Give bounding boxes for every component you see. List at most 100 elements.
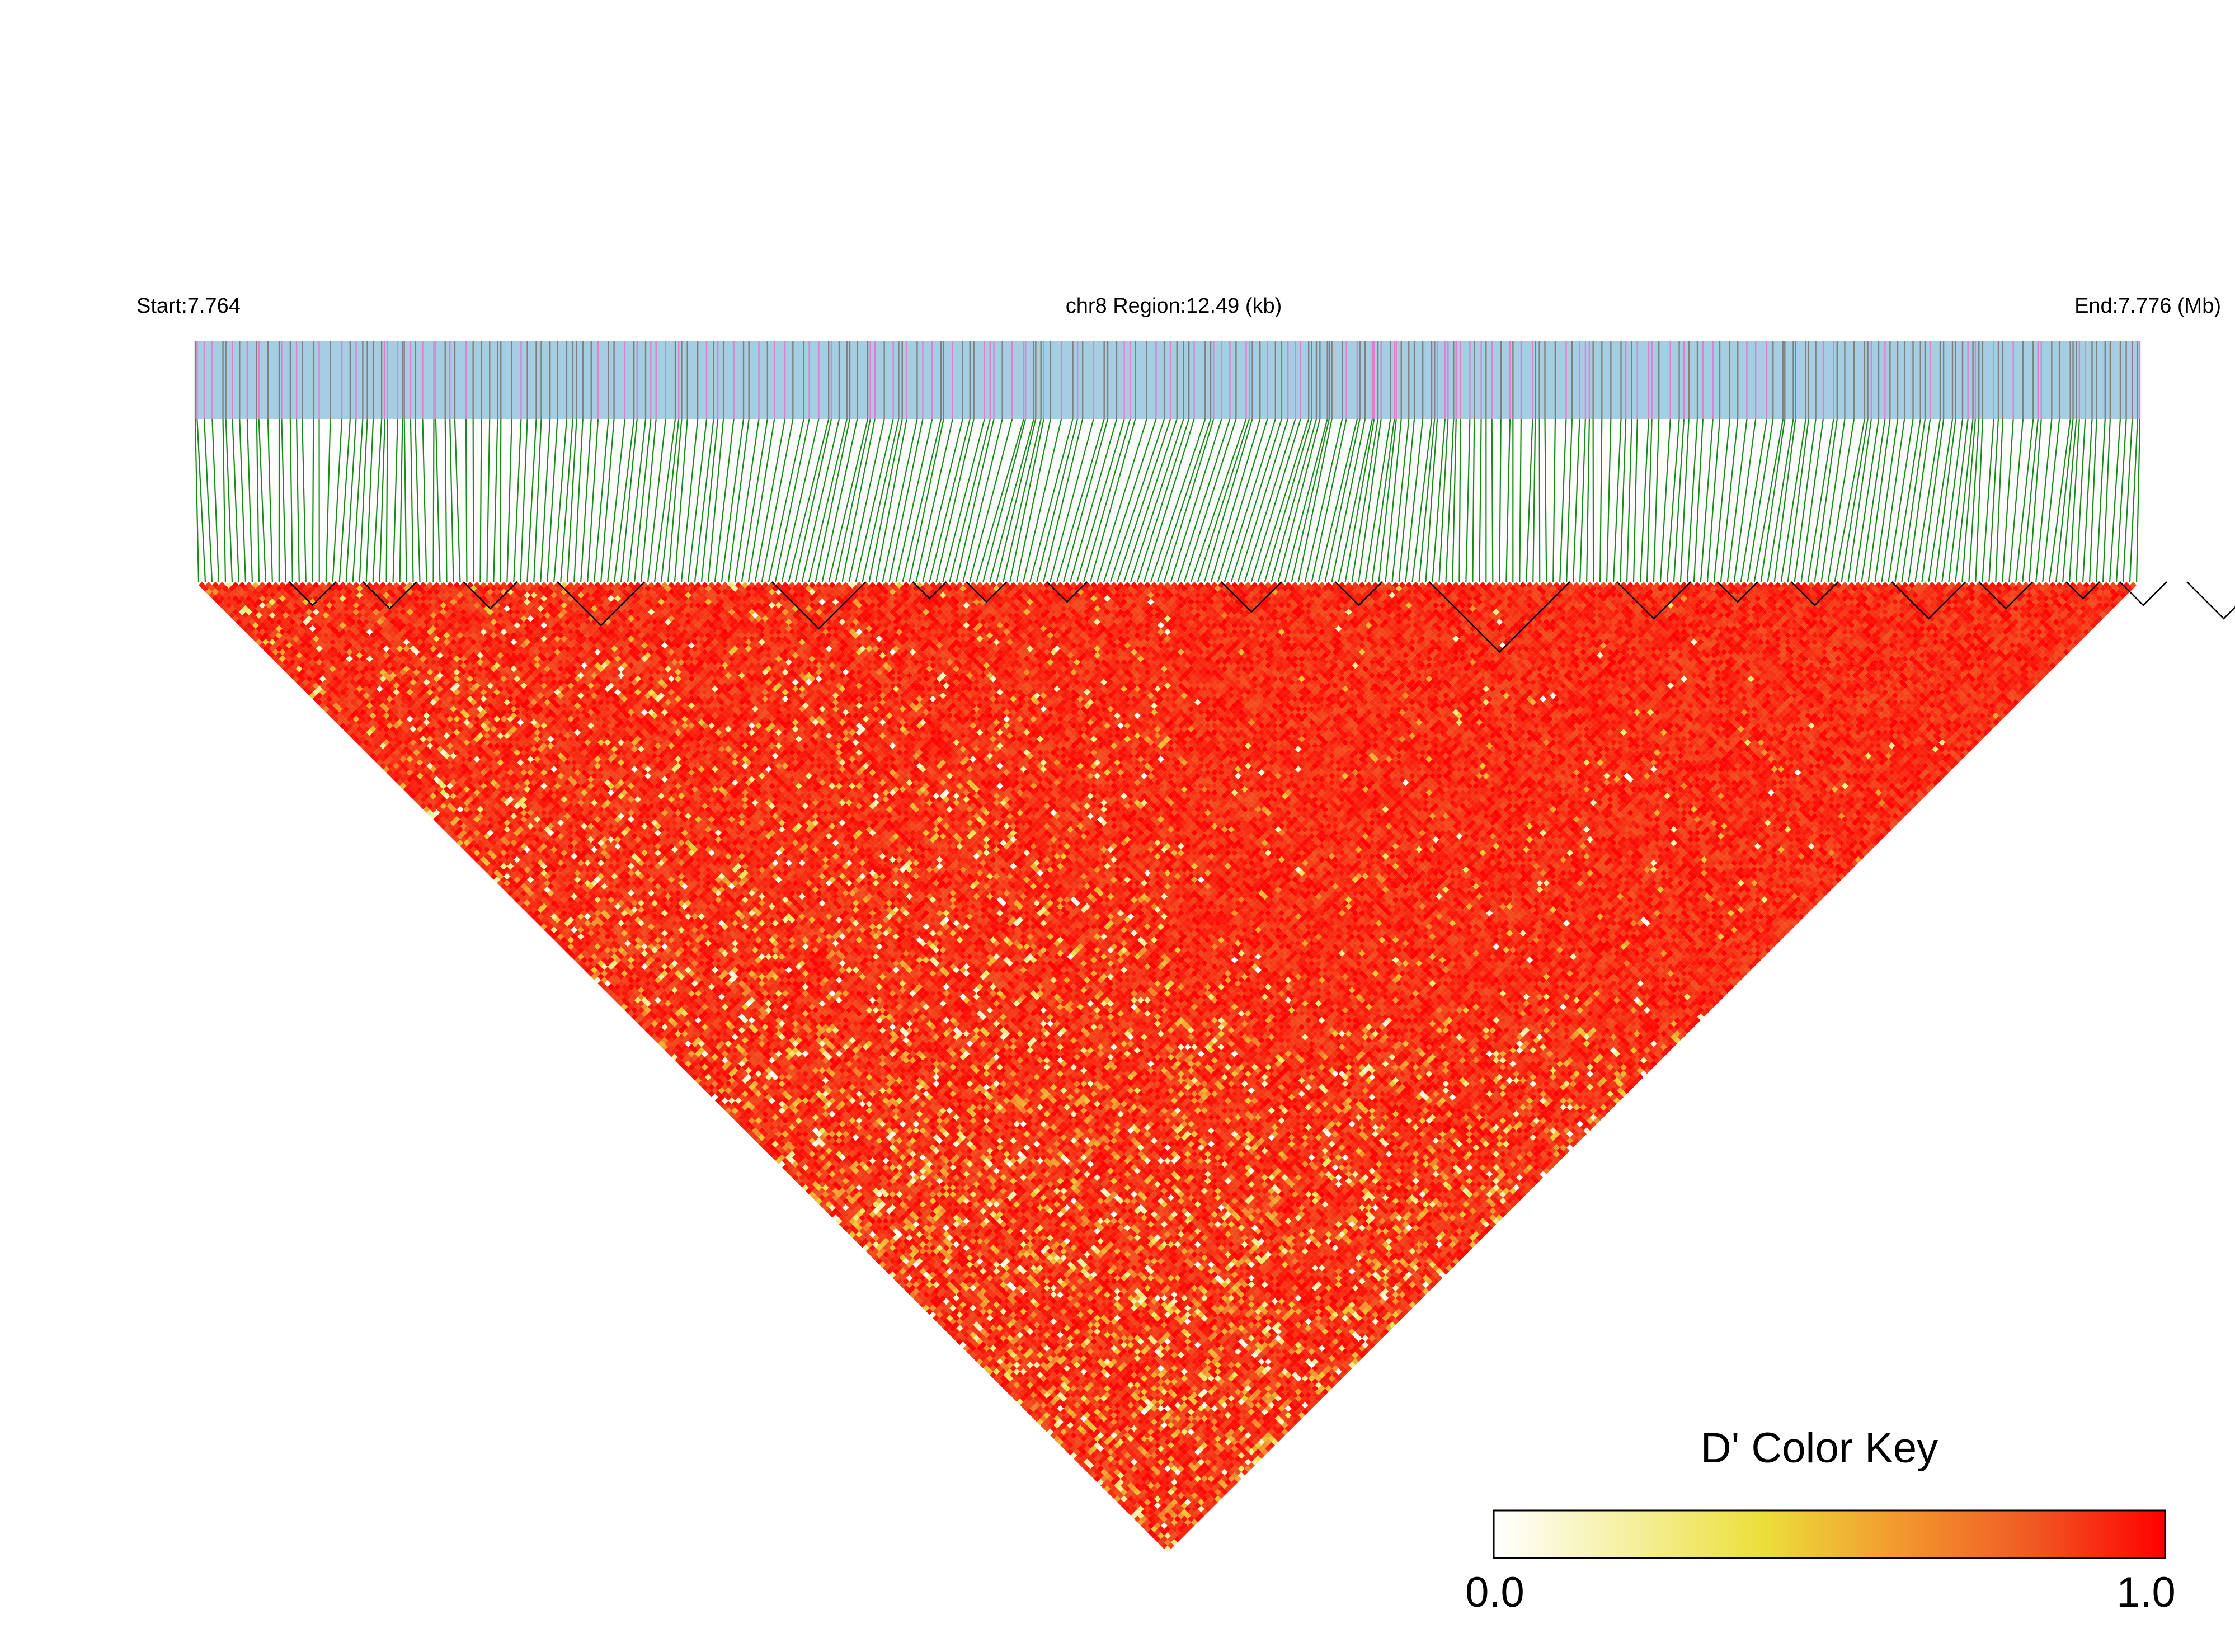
snp-connector <box>2015 418 2034 582</box>
ld-cell <box>262 645 269 652</box>
ld-cell <box>399 782 407 789</box>
snp-connector <box>754 418 786 582</box>
ld-cell <box>724 1107 732 1114</box>
ld-cell <box>564 947 571 954</box>
region-label: chr8 Region:12.49 (kb) <box>1066 294 1282 318</box>
ld-cell <box>235 618 242 625</box>
snp-connector <box>700 418 719 582</box>
ld-cell <box>618 1000 625 1007</box>
snp-connector <box>1203 418 1253 582</box>
snp-connector <box>694 418 714 582</box>
snp-connector <box>540 418 551 582</box>
ld-cell <box>205 588 212 595</box>
ld-cell <box>302 685 309 693</box>
snp-connector <box>1043 418 1084 582</box>
snp-connector <box>1190 418 1247 582</box>
ld-cell <box>282 665 289 672</box>
snp-connector <box>1914 418 1941 582</box>
ld-cell <box>554 936 561 944</box>
snp-connector <box>513 418 522 582</box>
ld-cell <box>420 802 427 809</box>
snp-connector <box>915 418 953 582</box>
snp-connector <box>1807 418 1834 582</box>
snp-connector <box>1968 418 1980 582</box>
snp-connector <box>1726 418 1748 582</box>
snp-connector <box>1686 418 1698 582</box>
ld-cell <box>443 826 450 833</box>
snp-connector <box>1861 418 1886 582</box>
snp-connector <box>580 418 592 582</box>
snp-connector <box>1532 418 1536 582</box>
snp-connector <box>1452 418 1457 582</box>
ld-cell <box>788 1170 796 1178</box>
snp-connector <box>1841 418 1869 582</box>
ld-cell <box>678 1060 685 1067</box>
snp-connector <box>403 418 407 582</box>
snp-connector <box>922 418 963 582</box>
snp-connector <box>1438 418 1449 582</box>
ld-cell <box>433 816 440 823</box>
ld-cell <box>430 812 437 820</box>
snp-connector <box>2135 418 2141 582</box>
snp-connector <box>929 418 971 582</box>
snp-connector <box>1854 418 1880 582</box>
snp-connector <box>996 418 1037 582</box>
snp-connector <box>1331 418 1366 582</box>
snp-connector <box>1479 418 1482 582</box>
snp-connector <box>465 418 468 582</box>
ld-cell <box>694 1077 702 1084</box>
snp-connector <box>203 418 213 582</box>
snp-connector <box>727 418 750 582</box>
snp-connector <box>1244 418 1296 582</box>
snp-connector <box>600 418 615 582</box>
snp-connector <box>1432 418 1446 582</box>
snp-connector <box>1639 418 1649 582</box>
snp-connector <box>2089 418 2097 582</box>
snp-connector <box>989 418 1034 582</box>
ld-cell <box>416 799 424 806</box>
snp-track-background <box>195 341 2140 419</box>
snp-connector <box>325 418 331 582</box>
ld-cell <box>201 585 209 592</box>
snp-connector <box>435 418 441 582</box>
snp-connector <box>1733 418 1757 582</box>
ld-cell <box>614 996 622 1004</box>
ld-cell <box>534 916 541 924</box>
ld-cell <box>704 1087 712 1094</box>
snp-connector <box>848 418 885 582</box>
snp-connector <box>2102 418 2111 582</box>
snp-connector <box>1700 418 1714 582</box>
snp-connector <box>232 418 240 582</box>
snp-connector <box>1297 418 1333 582</box>
snp-connector <box>1740 418 1768 582</box>
ld-cell <box>721 1104 728 1111</box>
snp-connector <box>1023 418 1062 582</box>
snp-connector <box>1150 418 1206 582</box>
ld-cell <box>597 980 605 987</box>
snp-connector <box>1847 418 1872 582</box>
ld-cell <box>825 1207 832 1215</box>
snp-connector <box>1646 418 1653 582</box>
ld-cell <box>457 839 464 846</box>
snp-connector <box>1143 418 1195 582</box>
ld-cell <box>510 893 517 900</box>
snp-connector <box>761 418 794 582</box>
snp-connector <box>1780 418 1806 582</box>
ld-cell <box>594 976 601 983</box>
snp-connector <box>2095 418 2106 582</box>
ld-cell <box>708 1090 715 1098</box>
ld-cell <box>785 1167 792 1174</box>
snp-connector <box>1612 418 1622 582</box>
ld-cell <box>238 622 246 629</box>
ld-cell <box>581 963 588 970</box>
snp-connector <box>1230 418 1282 582</box>
snp-connector <box>1955 418 1974 582</box>
snp-connector <box>1056 418 1105 582</box>
snp-connector <box>296 418 300 582</box>
snp-connector <box>653 418 676 582</box>
snp-connector <box>1344 418 1375 582</box>
snp-connector <box>332 418 343 582</box>
snp-connector <box>1693 418 1704 582</box>
snp-connector <box>1338 418 1373 582</box>
snp-connector <box>1874 418 1899 582</box>
